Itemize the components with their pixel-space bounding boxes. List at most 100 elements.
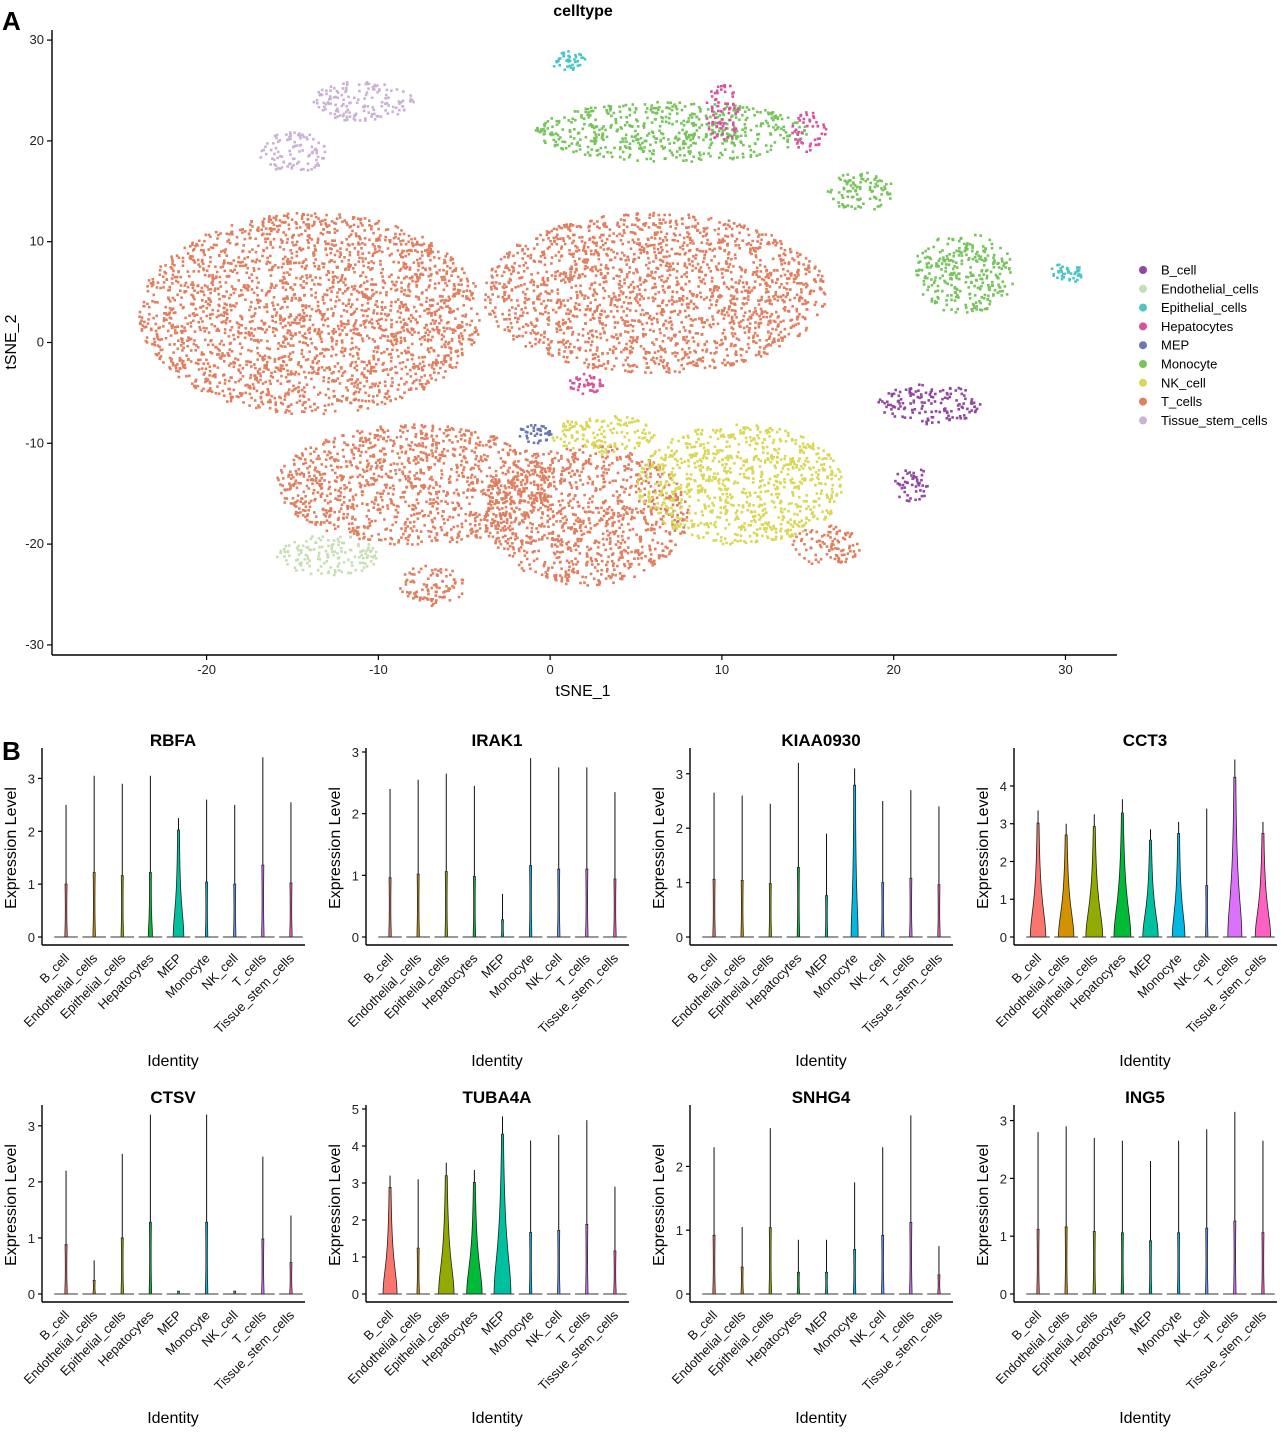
violin-y-label: Expression Level [3,787,20,909]
violin-shape-mep [172,829,185,938]
violin-y-tick-label: 0 [28,1287,35,1302]
tsne-cluster-t_cells-2 [276,423,552,546]
violin-shape-monocyte [1171,832,1186,938]
violin-x-label: Identity [147,1410,199,1427]
violin-y-tick-label: 3 [1000,1114,1007,1129]
violin-shape-mep [493,1133,512,1295]
tsne-y-tick-label: -20 [25,536,44,551]
violin-shape-epithelial_cells [1092,1231,1096,1295]
violin-shape-endothelial_cells [740,1266,744,1295]
violin-title: KIAA0930 [781,731,860,750]
legend-label-b_cell: B_cell [1161,263,1197,278]
violin-shape-hepatocytes [147,872,153,938]
violin-shape-hepatocytes [466,1182,483,1295]
tsne-cluster-hepatocytes-17 [705,84,740,141]
legend-label-epithelial_cells: Epithelial_cells [1161,300,1247,315]
violin-panel-tuba4a: TUBA4AB_cellEndothelial_cellsEpithelial_… [327,1088,629,1427]
violin-y-tick-label: 0 [352,930,359,945]
tsne-cluster-b_cell-9 [894,468,929,503]
violin-shape-t_cells [1233,1220,1237,1295]
violin-panel-ing5: ING5B_cellEndothelial_cellsEpithelial_ce… [975,1088,1277,1427]
tsne-cluster-endothelial_cells-15 [276,535,378,577]
tsne-cluster-t_cells-3 [483,443,690,587]
violin-shape-b_cell [64,883,68,938]
legend-label-tissue_stem_cells: Tissue_stem_cells [1161,413,1268,428]
legend-swatch-tissue_stem_cells [1139,416,1147,425]
violin-shape-epithelial_cells [444,871,448,938]
tsne-legend: B_cell Endothelial_cells Epithelial_cells H… [1139,263,1268,428]
violin-y-tick-label: 2 [28,824,35,839]
legend-label-monocyte: Monocyte [1161,357,1217,372]
violin-shape-nk_cell [881,882,885,938]
violin-panel-rbfa: RBFAB_cellEndothelial_cellsEpithelial_ce… [3,731,305,1070]
tsne-x-tick-label: -20 [197,662,216,677]
legend-swatch-monocyte [1139,360,1147,368]
tsne-y-tick-label: -30 [25,637,44,652]
violin-shape-endothelial_cells [416,873,420,938]
tsne-cluster-b_cell-8 [877,383,982,426]
violin-shape-endothelial_cells [1064,1226,1068,1295]
tsne-x-tick-label: 20 [886,662,900,677]
violin-shape-tissue_stem_cells [1261,1232,1265,1295]
violin-shape-nk_cell [1205,885,1209,938]
violin-panel-kiaa0930: KIAA0930B_cellEndothelial_cellsEpithelia… [651,731,953,1070]
violin-shape-endothelial_cells [740,880,744,938]
violin-shape-tissue_stem_cells [937,884,941,938]
tsne-cluster-mep-21 [518,424,553,445]
violin-shape-tissue_stem_cells [289,882,293,938]
violin-shape-nk_cell [881,1234,885,1295]
violin-panel-irak1: IRAK1B_cellEndothelial_cellsEpithelial_c… [327,731,629,1070]
tsne-x-tick-label: 0 [547,662,554,677]
violin-shape-tissue_stem_cells [613,878,617,938]
violin-title: ING5 [1125,1088,1165,1107]
violin-y-tick-label: 2 [1000,1171,1007,1186]
violin-shape-endothelial_cells [1058,834,1075,938]
violin-y-tick-label: 3 [352,1176,359,1191]
tsne-x-tick-label: 10 [715,662,729,677]
tsne-cluster-tissue_stem_cells-13 [312,80,415,122]
legend-swatch-endothelial_cells [1139,284,1147,293]
violin-y-tick-label: 1 [28,1231,35,1246]
violin-y-label: Expression Level [975,787,992,909]
violin-x-label: Identity [471,1053,523,1070]
legend-label-hepatocytes: Hepatocytes [1161,319,1234,334]
violin-y-tick-label: 2 [352,1213,359,1228]
violin-shape-monocyte [205,1221,209,1295]
violin-title: SNHG4 [792,1088,851,1107]
tsne-x-tick-label: -10 [369,662,388,677]
violin-shape-t_cells [909,877,913,938]
violin-y-label: Expression Level [327,1144,344,1266]
violin-x-label: Identity [1119,1410,1171,1427]
violin-y-tick-label: 1 [28,877,35,892]
tsne-x-axis-label: tSNE_1 [555,683,610,700]
tsne-cluster-monocyte-10 [534,100,808,163]
violin-y-tick-label: 1 [352,868,359,883]
violin-shape-b_cell [1036,1228,1040,1295]
tsne-y-tick-label: 30 [30,32,44,47]
violin-shape-epithelial_cells [120,1237,124,1295]
violin-y-tick-label: 1 [676,876,683,891]
violin-shape-t_cells [585,868,589,938]
violin-shape-epithelial_cells [120,875,124,938]
violin-shape-t_cells [909,1222,913,1295]
tsne-y-tick-label: -10 [25,435,44,450]
violin-shape-monocyte [205,881,209,938]
violin-panels: RBFAB_cellEndothelial_cellsEpithelial_ce… [3,731,1277,1427]
tsne-cluster-monocyte-11 [826,171,893,211]
violin-shape-hepatocytes [148,1221,152,1295]
panel-b-label: B [2,736,21,766]
violin-y-tick-label: 0 [352,1287,359,1302]
tsne-cluster-t_cells-1 [483,211,827,374]
violin-y-tick-label: 0 [1000,930,1007,945]
tsne-cluster-t_cells-0 [138,212,481,416]
violin-y-tick-label: 3 [676,767,683,782]
violin-shape-mep [824,1271,829,1295]
violin-shape-b_cell [712,878,716,938]
violin-shape-t_cells [261,1238,265,1295]
legend-label-endothelial_cells: Endothelial_cells [1161,281,1259,296]
violin-y-tick-label: 1 [1000,1229,1007,1244]
legend-label-nk_cell: NK_cell [1161,375,1206,390]
violin-y-tick-label: 0 [676,930,683,945]
